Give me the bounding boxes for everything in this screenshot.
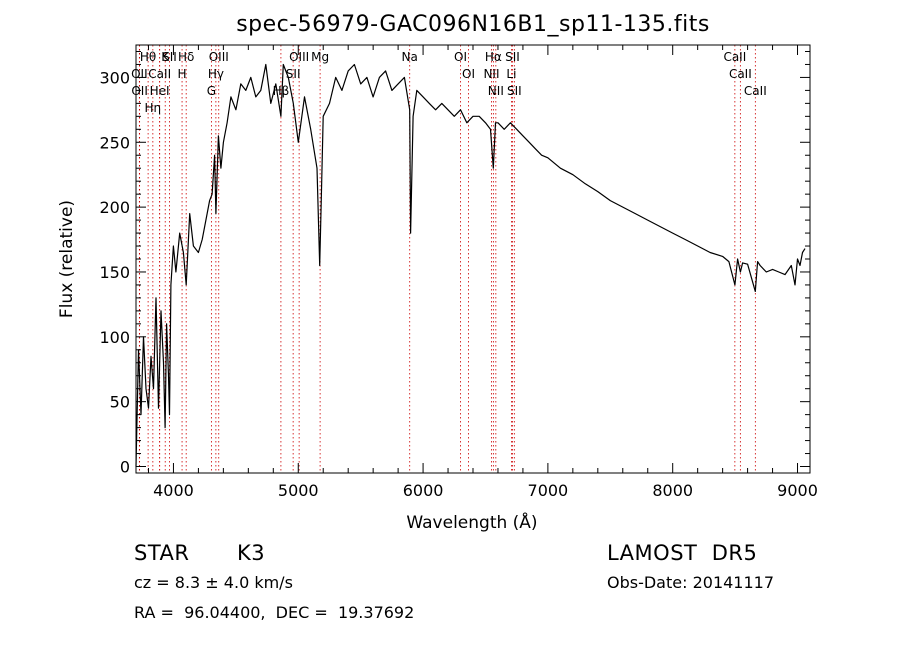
line-label: Hη: [145, 101, 162, 115]
x-tick-label: 5000: [278, 481, 319, 500]
line-label: Hγ: [208, 67, 224, 81]
redshift-velocity: cz = 8.3 ± 4.0 km/s: [134, 573, 293, 592]
axes: 4000 5000 6000 7000 8000 9000 0 50 100 150 200 250 3…: [99, 45, 818, 500]
line-label: Li: [506, 67, 516, 81]
line-label: K: [161, 50, 170, 64]
line-label: CaII: [148, 67, 171, 81]
object-subclass: K3: [237, 541, 266, 565]
line-label: CaII: [744, 84, 767, 98]
line-label: Hθ: [140, 50, 156, 64]
line-label: SII: [286, 67, 301, 81]
y-axis-label: Flux (relative): [57, 200, 77, 318]
y-tick-label: 0: [120, 458, 130, 477]
line-label: Hδ: [178, 50, 194, 64]
object-class: STAR: [134, 541, 190, 565]
line-label: SII: [505, 50, 520, 64]
y-tick-label: 200: [99, 198, 130, 217]
y-tick-label: 300: [99, 68, 130, 87]
x-axis-label: Wavelength (Å): [406, 511, 537, 533]
spectrum-series: [135, 63, 806, 467]
line-label: SII: [507, 84, 522, 98]
line-label: NII: [483, 67, 499, 81]
coordinates: RA = 96.04400, DEC = 19.37692: [134, 603, 415, 622]
line-label: Na: [402, 50, 418, 64]
line-label: Mg: [311, 50, 329, 64]
line-label: H: [178, 67, 187, 81]
y-tick-label: 50: [110, 393, 130, 412]
observation-date: Obs-Date: 20141117: [607, 573, 775, 592]
line-label: G: [207, 84, 216, 98]
x-tick-label: 8000: [652, 481, 693, 500]
y-tick-label: 150: [99, 263, 130, 282]
y-tick-label: 100: [99, 328, 130, 347]
x-tick-label: 9000: [777, 481, 818, 500]
line-label: OI: [462, 67, 475, 81]
line-label: OIII: [209, 50, 229, 64]
line-label: OII: [131, 67, 148, 81]
chart-title: spec-56979-GAC096N16B1_sp11-135.fits: [236, 12, 710, 37]
x-tick-label: 4000: [153, 481, 194, 500]
line-label: SII: [162, 50, 177, 64]
line-label: CaII: [729, 67, 752, 81]
survey-name: LAMOST DR5: [607, 541, 758, 565]
line-label: HeI: [150, 84, 170, 98]
plot-frame: [135, 44, 811, 474]
line-label: OII: [131, 84, 148, 98]
line-label: Hα: [485, 50, 502, 64]
line-label: OI: [454, 50, 467, 64]
x-tick-label: 6000: [403, 481, 444, 500]
x-tick-label: 7000: [528, 481, 569, 500]
line-label: OIII: [289, 50, 309, 64]
line-label: CaII: [723, 50, 746, 64]
line-label: NII: [488, 84, 504, 98]
y-tick-label: 250: [99, 133, 130, 152]
